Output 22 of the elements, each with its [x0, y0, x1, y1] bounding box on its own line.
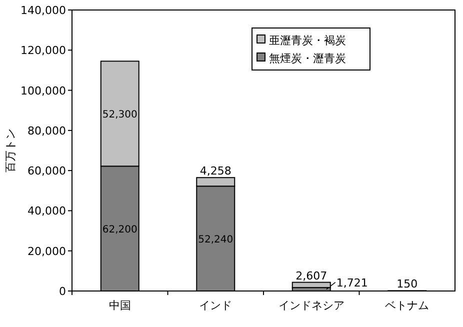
data-label: 52,300: [102, 110, 138, 121]
y-tick-label: 40,000: [28, 204, 66, 218]
y-tick-label: 80,000: [28, 124, 66, 138]
y-axis-title: 百万トン: [4, 128, 17, 172]
x-tick-label: ベトナム: [385, 299, 430, 312]
y-tick-label: 120,000: [20, 44, 66, 58]
data-label: 62,200: [102, 224, 138, 236]
data-label: 150: [396, 278, 418, 291]
legend-label: 亜瀝青炭・褐炭: [269, 34, 346, 47]
data-label: 4,258: [200, 164, 232, 178]
legend-label: 無煙炭・瀝青炭: [269, 52, 346, 65]
y-tick-label: 0: [59, 285, 66, 298]
y-tick-label: 20,000: [28, 244, 66, 258]
data-label: 1,721: [336, 276, 368, 290]
y-tick-label: 100,000: [20, 84, 66, 98]
y-tick-label: 60,000: [28, 164, 66, 178]
data-label: 2,607: [296, 269, 328, 282]
y-tick-label: 140,000: [20, 4, 66, 17]
x-tick-label: インド: [199, 299, 232, 312]
x-tick-label: 中国: [108, 299, 131, 312]
data-label: 52,240: [198, 234, 234, 246]
x-tick-label: インドネシア: [278, 299, 344, 312]
